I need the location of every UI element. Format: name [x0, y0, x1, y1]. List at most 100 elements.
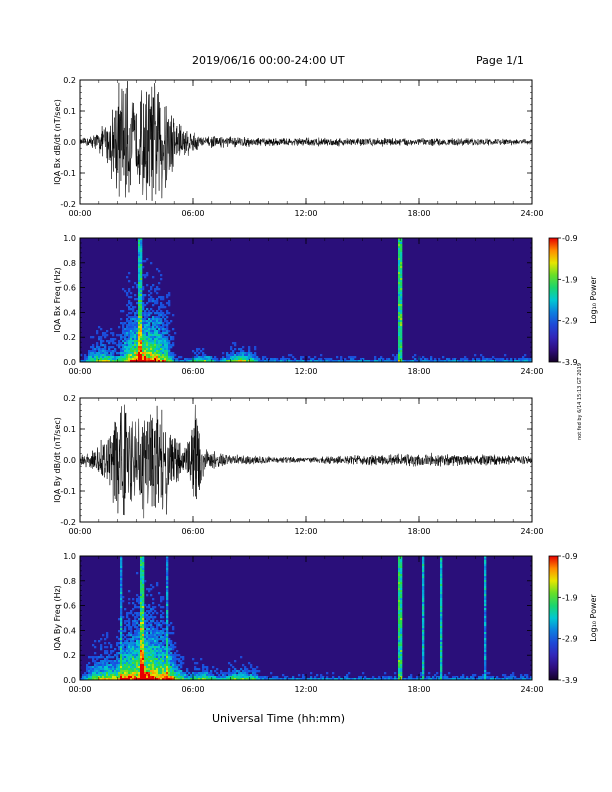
heatmap-cell: [130, 640, 133, 643]
heatmap-cell: [238, 678, 241, 681]
heatmap-cell: [400, 674, 403, 677]
heatmap-cell: [254, 360, 257, 363]
heatmap-cell: [156, 630, 159, 633]
heatmap-cell: [148, 348, 151, 351]
heatmap-cell: [166, 596, 169, 599]
heatmap-cell: [142, 652, 145, 655]
heatmap-cell: [196, 662, 199, 665]
heatmap-cell: [400, 270, 403, 273]
heatmap-cell: [138, 272, 141, 275]
heatmap-cell: [136, 338, 139, 341]
heatmap-cell: [134, 360, 137, 363]
heatmap-cell: [144, 622, 147, 625]
heatmap-cell: [154, 334, 157, 337]
heatmap-cell: [242, 670, 245, 673]
heatmap-cell: [166, 630, 169, 633]
heatmap-cell: [96, 330, 99, 333]
heatmap-cell: [288, 360, 291, 363]
heatmap-cell: [142, 672, 145, 675]
heatmap-cell: [126, 358, 129, 361]
heatmap-cell: [216, 668, 219, 671]
heatmap-cell: [108, 642, 111, 645]
heatmap-cell: [254, 668, 257, 671]
heatmap-cell: [152, 284, 155, 287]
heatmap-cell: [128, 620, 131, 623]
heatmap-cell: [200, 350, 203, 353]
heatmap-cell: [318, 360, 321, 363]
heatmap-cell: [196, 354, 199, 357]
heatmap-cell: [132, 346, 135, 349]
heatmap-cell: [158, 288, 161, 291]
heatmap-cell: [140, 252, 143, 255]
heatmap-cell: [102, 348, 105, 351]
heatmap-cell: [154, 344, 157, 347]
heatmap-cell: [464, 360, 467, 363]
heatmap-cell: [120, 602, 123, 605]
heatmap-cell: [126, 276, 129, 279]
heatmap-cell: [164, 636, 167, 639]
heatmap-cell: [150, 650, 153, 653]
heatmap-cell: [144, 340, 147, 343]
heatmap-cell: [146, 642, 149, 645]
y-tick-label: 0.2: [63, 394, 76, 403]
heatmap-cell: [144, 312, 147, 315]
heatmap-cell: [194, 358, 197, 361]
heatmap-cell: [172, 328, 175, 331]
heatmap-cell: [124, 630, 127, 633]
heatmap-cell: [398, 248, 401, 251]
heatmap-cell: [484, 664, 487, 667]
heatmap-cell: [168, 656, 171, 659]
heatmap-cell: [462, 674, 465, 677]
heatmap-cell: [92, 658, 95, 661]
heatmap-cell: [146, 354, 149, 357]
heatmap-cell: [160, 278, 163, 281]
heatmap-cell: [484, 604, 487, 607]
heatmap-cell: [166, 570, 169, 573]
heatmap-cell: [160, 296, 163, 299]
heatmap-cell: [130, 652, 133, 655]
heatmap-cell: [250, 678, 253, 681]
heatmap-cells: [80, 238, 533, 363]
heatmap-cell: [422, 648, 425, 651]
heatmap-cell: [98, 326, 101, 329]
heatmap-cell: [160, 666, 163, 669]
heatmap-cell: [326, 672, 329, 675]
heatmap-cell: [492, 676, 495, 679]
heatmap-cell: [158, 346, 161, 349]
heatmap-cell: [94, 352, 97, 355]
heatmap-cell: [130, 612, 133, 615]
heatmap-cell: [168, 650, 171, 653]
heatmap-cell: [98, 338, 101, 341]
heatmap-cell: [138, 276, 141, 279]
heatmap-cell: [416, 678, 419, 681]
heatmap-cell: [140, 296, 143, 299]
heatmap-cell: [126, 644, 129, 647]
heatmap-cell: [166, 670, 169, 673]
heatmap-cell: [388, 358, 391, 361]
heatmap-cell: [140, 570, 143, 573]
heatmap-cell: [484, 558, 487, 561]
heatmap-cell: [100, 338, 103, 341]
heatmap-cell: [398, 260, 401, 263]
heatmap-cell: [410, 676, 413, 679]
heatmap-cell: [394, 356, 397, 359]
heatmap-cell: [140, 662, 143, 665]
heatmap-cell: [520, 358, 523, 361]
heatmap-cell: [162, 666, 165, 669]
heatmap-cell: [492, 360, 495, 363]
heatmap-cell: [142, 586, 145, 589]
heatmap-cell: [156, 628, 159, 631]
heatmap-cell: [220, 360, 223, 363]
heatmap-cell: [398, 280, 401, 283]
heatmap-cell: [120, 350, 123, 353]
heatmap-cell: [154, 606, 157, 609]
heatmap-cell: [86, 678, 89, 681]
heatmap-cell: [136, 628, 139, 631]
heatmap-cell: [422, 606, 425, 609]
heatmap-cell: [274, 358, 277, 361]
heatmap-cell: [436, 672, 439, 675]
heatmap-cell: [474, 354, 477, 357]
heatmap-cell: [128, 642, 131, 645]
heatmap-cell: [238, 352, 241, 355]
heatmap-cell: [120, 658, 123, 661]
